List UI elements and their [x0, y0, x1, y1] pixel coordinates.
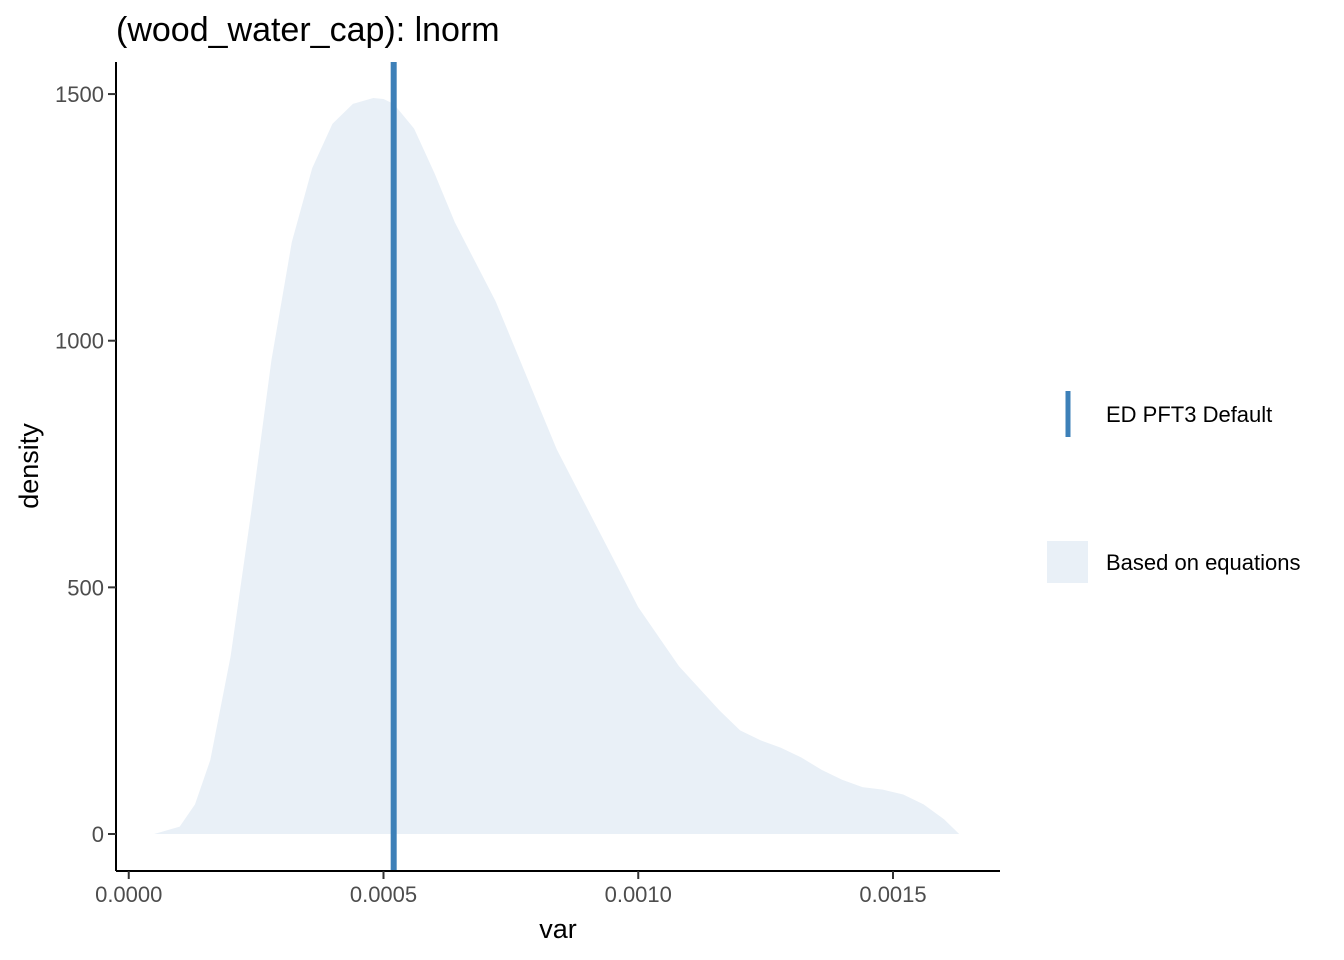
- x-tick-label: 0.0005: [350, 882, 417, 907]
- legend-label-density: Based on equations: [1106, 550, 1301, 575]
- x-axis-ticks: 0.0000 0.0005 0.0010 0.0015: [95, 871, 927, 907]
- y-tick-label: 1500: [55, 82, 104, 107]
- x-tick-label: 0.0015: [859, 882, 926, 907]
- x-tick-label: 0.0000: [95, 882, 162, 907]
- y-tick-label: 500: [67, 575, 104, 600]
- x-axis-title: var: [539, 914, 577, 944]
- y-tick-label: 0: [92, 822, 104, 847]
- chart-title: (wood_water_cap): lnorm: [116, 11, 500, 49]
- legend: ED PFT3 Default Based on equations: [1047, 391, 1301, 583]
- y-axis-title: density: [14, 423, 44, 509]
- legend-label-default: ED PFT3 Default: [1106, 402, 1272, 427]
- density-area: [154, 98, 960, 835]
- y-tick-label: 1000: [55, 329, 104, 354]
- y-axis-ticks: 0 500 1000 1500: [55, 82, 116, 847]
- x-tick-label: 0.0010: [605, 882, 672, 907]
- legend-key-density-fill: [1047, 541, 1088, 583]
- plot-area: [154, 62, 960, 871]
